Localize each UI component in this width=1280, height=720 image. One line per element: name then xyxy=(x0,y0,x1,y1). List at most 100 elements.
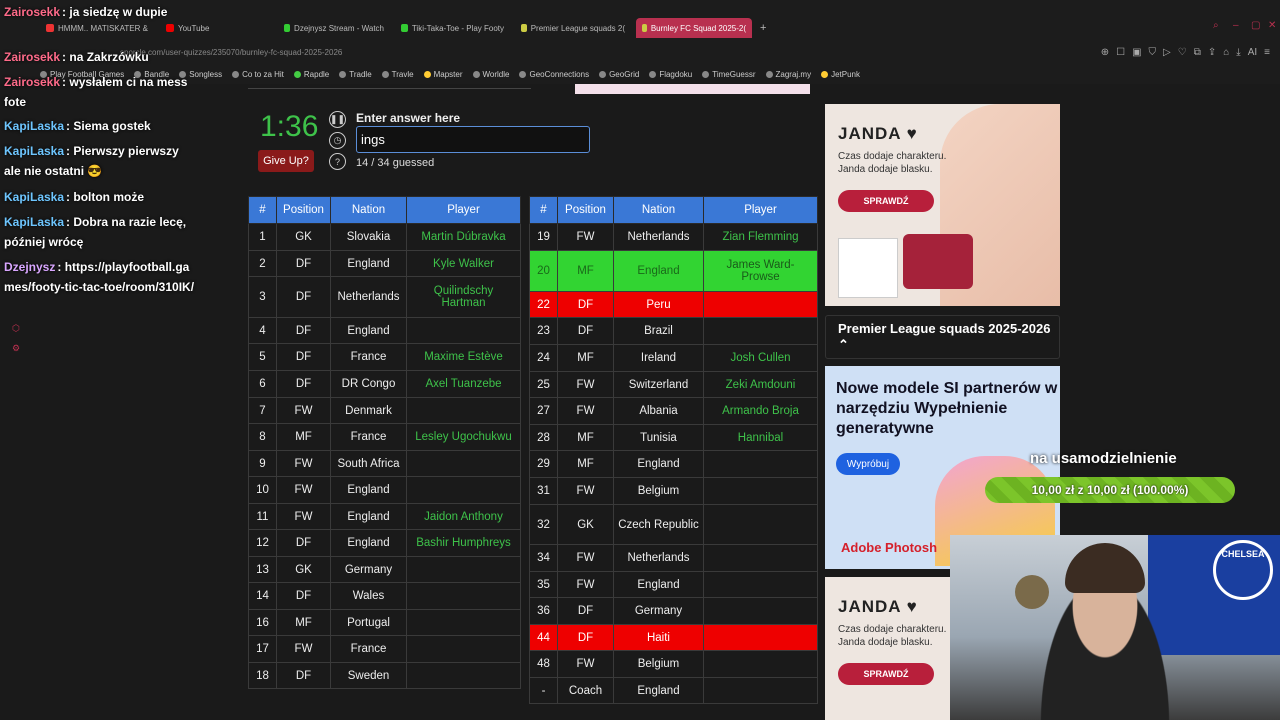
bookmark-item[interactable]: Mapster xyxy=(423,70,463,79)
cell-nation: Germany xyxy=(330,556,407,583)
table-row: 12 DF England Bashir Humphreys xyxy=(248,529,521,557)
cell-player: Maxime Estève xyxy=(406,343,521,371)
cell-player: Kyle Walker xyxy=(406,250,521,277)
bookmark-item[interactable]: Rapdle xyxy=(293,70,329,79)
bookmark-item[interactable]: Travle xyxy=(381,70,414,79)
chat-username: KapiLaska xyxy=(4,215,65,229)
bookmark-item[interactable]: GeoConnections xyxy=(519,70,589,79)
top-ad-banner[interactable] xyxy=(575,84,810,94)
bookmark-favicon-icon xyxy=(134,70,142,78)
stream-chat-overlay: Zairosekk: ja siedzę w dupie Zairosekk: … xyxy=(0,0,200,330)
bookmark-item[interactable]: Songless xyxy=(179,70,222,79)
cell-nation: England xyxy=(613,250,704,292)
new-tab-button[interactable]: + xyxy=(760,22,767,34)
cell-position: FW xyxy=(276,476,331,504)
browser-tab[interactable]: Dzejnysz Stream - Watch xyxy=(278,18,390,38)
bookmark-item[interactable]: GeoGrid xyxy=(599,70,639,79)
cell-position: FW xyxy=(557,371,614,398)
cell-number: 14 xyxy=(248,582,277,610)
bookmark-item[interactable]: Flagdoku xyxy=(649,70,692,79)
play-icon[interactable]: ▷ xyxy=(1163,47,1171,58)
cell-player xyxy=(406,476,521,504)
bookmark-favicon-icon xyxy=(472,70,480,78)
cell-nation: Tunisia xyxy=(613,424,704,451)
extensions-icon[interactable]: ⧉ xyxy=(1193,47,1201,58)
browser-tab[interactable]: Premier League squads 2( xyxy=(515,18,631,38)
zoom-icon[interactable]: ⊕ xyxy=(1100,47,1110,58)
bookmark-item[interactable]: Co to za Hit xyxy=(232,70,284,79)
streamer-hair xyxy=(1065,543,1145,593)
browser-tab[interactable]: Tiki-Taka-Toe - Play Footy xyxy=(395,18,510,38)
lock-icon[interactable]: ⌂ xyxy=(1223,47,1230,58)
table-row: 11 FW England Jaidon Anthony xyxy=(248,503,521,530)
cell-position: DF xyxy=(276,370,331,398)
clock-icon[interactable]: ◷ xyxy=(329,132,346,149)
maximize-icon[interactable]: ▢ xyxy=(1251,20,1261,31)
bookmark-item[interactable]: Bandle xyxy=(134,70,169,79)
ad-cta-button[interactable]: SPRAWDŹ xyxy=(838,190,934,212)
chat-username: KapiLaska xyxy=(4,190,65,204)
cell-position: FW xyxy=(557,477,614,505)
bookmark-icon[interactable]: ☐ xyxy=(1116,47,1126,58)
screenshot-icon[interactable]: ▣ xyxy=(1132,47,1142,58)
table-row: 48 FW Belgium xyxy=(529,650,818,678)
bookmark-item[interactable]: Play Football Games xyxy=(40,70,124,79)
cell-nation: England xyxy=(613,571,704,598)
chat-text: : bolton może xyxy=(66,190,145,204)
help-icon[interactable]: ? xyxy=(329,153,346,170)
menu-icon[interactable]: ≡ xyxy=(1264,47,1270,58)
youtube-icon xyxy=(166,24,174,32)
browser-tab-bar: HMMM.. MATISKATER & YouTube Dzejnysz Str… xyxy=(0,0,1280,44)
cell-player: Hannibal xyxy=(703,424,818,451)
pause-icon[interactable]: ❚❚ xyxy=(329,111,346,128)
download-icon[interactable]: ⤓ xyxy=(1236,47,1241,58)
divider xyxy=(248,84,531,89)
answer-input[interactable] xyxy=(356,126,590,153)
table-row: 18 DF Sweden xyxy=(248,662,521,689)
bookmark-item[interactable]: TimeGuessr xyxy=(702,70,756,79)
table-row: 13 GK Germany xyxy=(248,556,521,583)
table-row: 28 MF Tunisia Hannibal xyxy=(529,424,818,451)
cell-player xyxy=(703,450,818,478)
cell-player: Josh Cullen xyxy=(703,344,818,372)
cell-nation: Brazil xyxy=(613,317,704,345)
col-nation: Nation xyxy=(330,196,407,224)
browser-tab-active[interactable]: Burnley FC Squad 2025-2( xyxy=(636,18,752,38)
ad-cta-button[interactable]: Wypróbuj xyxy=(836,453,900,475)
col-position: Position xyxy=(276,196,331,224)
url-field[interactable]: sporcle.com/user-quizzes/235070/burnley-… xyxy=(120,48,343,57)
related-quiz-section[interactable]: Premier League squads 2025-2026 ⌃ xyxy=(825,315,1060,359)
donation-progress-bar: 10,00 zł z 10,00 zł (100.00%) xyxy=(985,477,1235,503)
search-icon[interactable]: ⌕ xyxy=(1213,20,1219,31)
cell-nation: Netherlands xyxy=(613,223,704,251)
cell-player xyxy=(406,635,521,663)
give-up-button[interactable]: Give Up? xyxy=(258,150,314,172)
table-header-row: # Position Nation Player xyxy=(529,196,818,224)
cell-nation: Belgium xyxy=(613,650,704,678)
cell-number: 23 xyxy=(529,317,558,345)
bookmark-item[interactable]: JetPunk xyxy=(821,70,860,79)
chat-message: KapiLaska: bolton może xyxy=(4,187,196,207)
table-row: 17 FW France xyxy=(248,635,521,663)
bookmark-item[interactable]: Worldle xyxy=(472,70,509,79)
browser-tab[interactable]: YouTube xyxy=(160,18,270,38)
heart-icon[interactable]: ♡ xyxy=(1177,47,1187,58)
cell-nation: England xyxy=(330,250,407,277)
browser-tab[interactable]: HMMM.. MATISKATER & xyxy=(40,18,158,38)
bookmark-item[interactable]: Zagraj.my xyxy=(765,70,811,79)
ai-button[interactable]: AI xyxy=(1247,47,1258,58)
bookmark-item[interactable]: Tradle xyxy=(339,70,372,79)
shield-icon[interactable]: ⛉ xyxy=(1148,47,1157,58)
share-icon[interactable]: ⇪ xyxy=(1207,47,1217,58)
janda-ad[interactable]: JANDA ♥ Czas dodaje charakteru. Janda do… xyxy=(825,104,1060,306)
cell-position: DF xyxy=(557,624,614,651)
minimize-icon[interactable]: – xyxy=(1233,20,1239,31)
col-player: Player xyxy=(406,196,521,224)
close-icon[interactable]: ✕ xyxy=(1268,20,1277,31)
ad-cta-button[interactable]: SPRAWDŹ xyxy=(838,663,934,685)
cell-number: 27 xyxy=(529,397,558,425)
cell-player: Armando Broja xyxy=(703,397,818,425)
table-row: 9 FW South Africa xyxy=(248,450,521,477)
cell-position: FW xyxy=(276,503,331,530)
address-bar: sporcle.com/user-quizzes/235070/burnley-… xyxy=(0,44,1280,64)
